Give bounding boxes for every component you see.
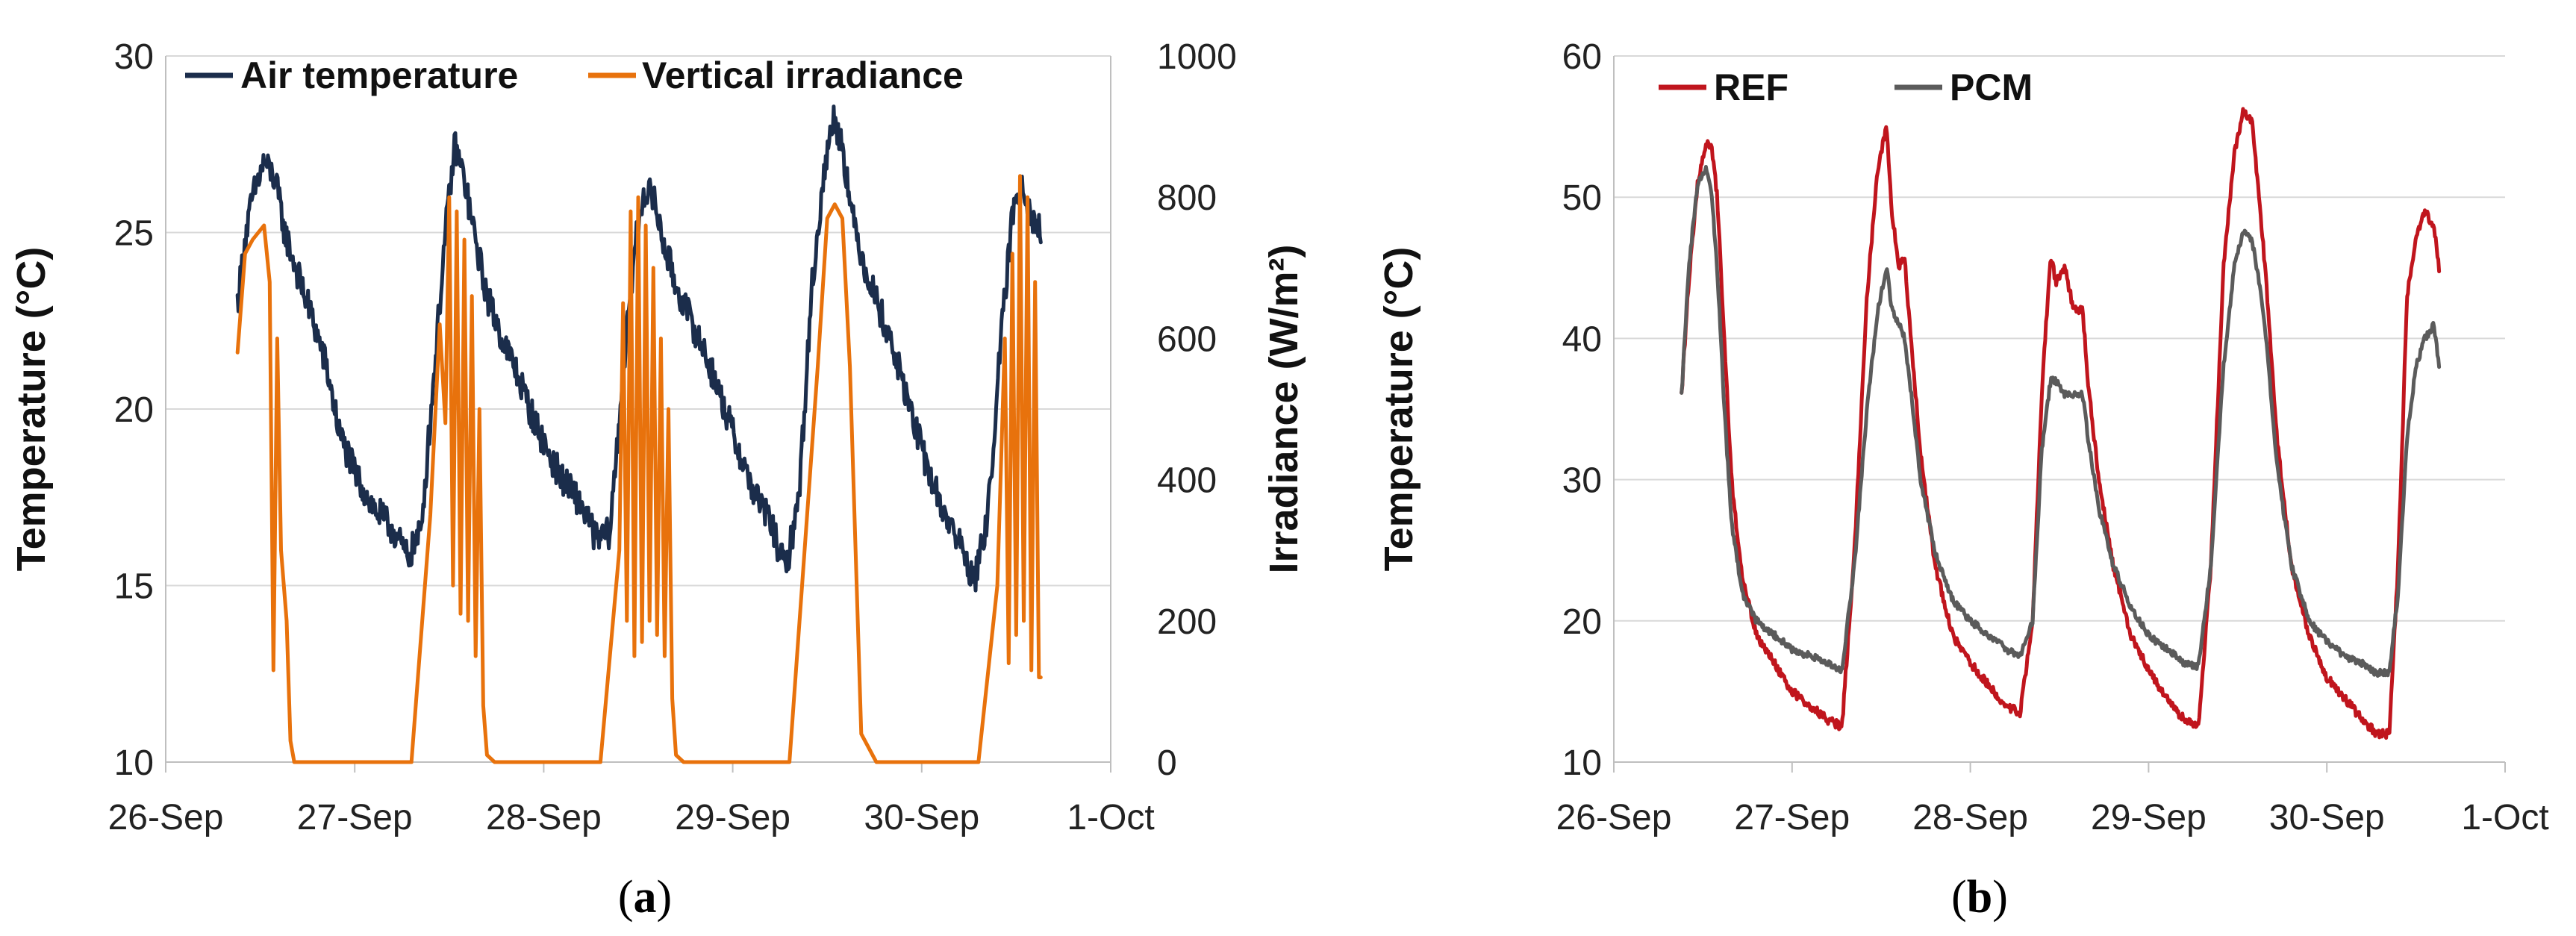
y-tick-label: 60 (1562, 37, 1602, 77)
x-tick-label: 26-Sep (1556, 798, 1672, 837)
x-tick-label: 26-Sep (108, 798, 224, 837)
chart-b: 10 20 30 40 50 60 26-Sep 27-Sep 28-Sep 29-Sep 30-S… (1376, 37, 2549, 837)
caption-b: (b) (1951, 872, 2008, 923)
y2-tick-label: 400 (1157, 461, 1217, 501)
legend-label: Vertical irradiance (642, 54, 964, 96)
x-tick-label: 28-Sep (1912, 798, 2028, 837)
x-tick-label: 1-Oct (2461, 798, 2548, 837)
series-line-ref (1680, 107, 2442, 740)
y2-tick-label: 0 (1157, 743, 1177, 783)
x-tick-label: 30-Sep (2269, 798, 2385, 837)
y-tick-label: 20 (114, 390, 154, 430)
y-tick-label: 40 (1562, 319, 1602, 359)
y-axis-title: Temperature (°C) (9, 247, 54, 572)
y2-tick-label: 200 (1157, 602, 1217, 642)
x-tick-label: 27-Sep (297, 798, 413, 837)
y-tick-label: 10 (1562, 743, 1602, 783)
x-tick-label: 29-Sep (2091, 798, 2207, 837)
y-tick-label: 25 (114, 214, 154, 254)
y2-tick-label: 600 (1157, 319, 1217, 359)
y-tick-label: 30 (1562, 461, 1602, 501)
series-line-pcm (1680, 165, 2442, 678)
x-tick-label: 30-Sep (864, 798, 979, 837)
y-axis-title: Temperature (°C) (1376, 247, 1421, 572)
legend-label: Air temperature (240, 54, 518, 96)
y-tick-label: 10 (114, 743, 154, 783)
x-tick-label: 27-Sep (1734, 798, 1850, 837)
y-tick-label: 15 (114, 567, 154, 607)
caption-a: (a) (618, 872, 672, 923)
legend-label: PCM (1950, 66, 2033, 108)
y-tick-label: 20 (1562, 602, 1602, 642)
legend-label: REF (1714, 66, 1788, 108)
y2-tick-label: 800 (1157, 178, 1217, 218)
y-tick-label: 30 (114, 37, 154, 77)
x-tick-label: 1-Oct (1067, 798, 1154, 837)
x-tick-label: 28-Sep (486, 798, 602, 837)
y-tick-label: 50 (1562, 178, 1602, 218)
chart-a: 10 15 20 25 30 0 200 400 600 800 1000 26-Sep 27-Sep 2… (9, 37, 1306, 837)
y2-axis-title: Irradiance (W/m²) (1262, 244, 1306, 573)
series-line-vertical-irradiance (235, 174, 1043, 764)
x-tick-label: 29-Sep (675, 798, 790, 837)
y2-tick-label: 1000 (1157, 37, 1237, 77)
